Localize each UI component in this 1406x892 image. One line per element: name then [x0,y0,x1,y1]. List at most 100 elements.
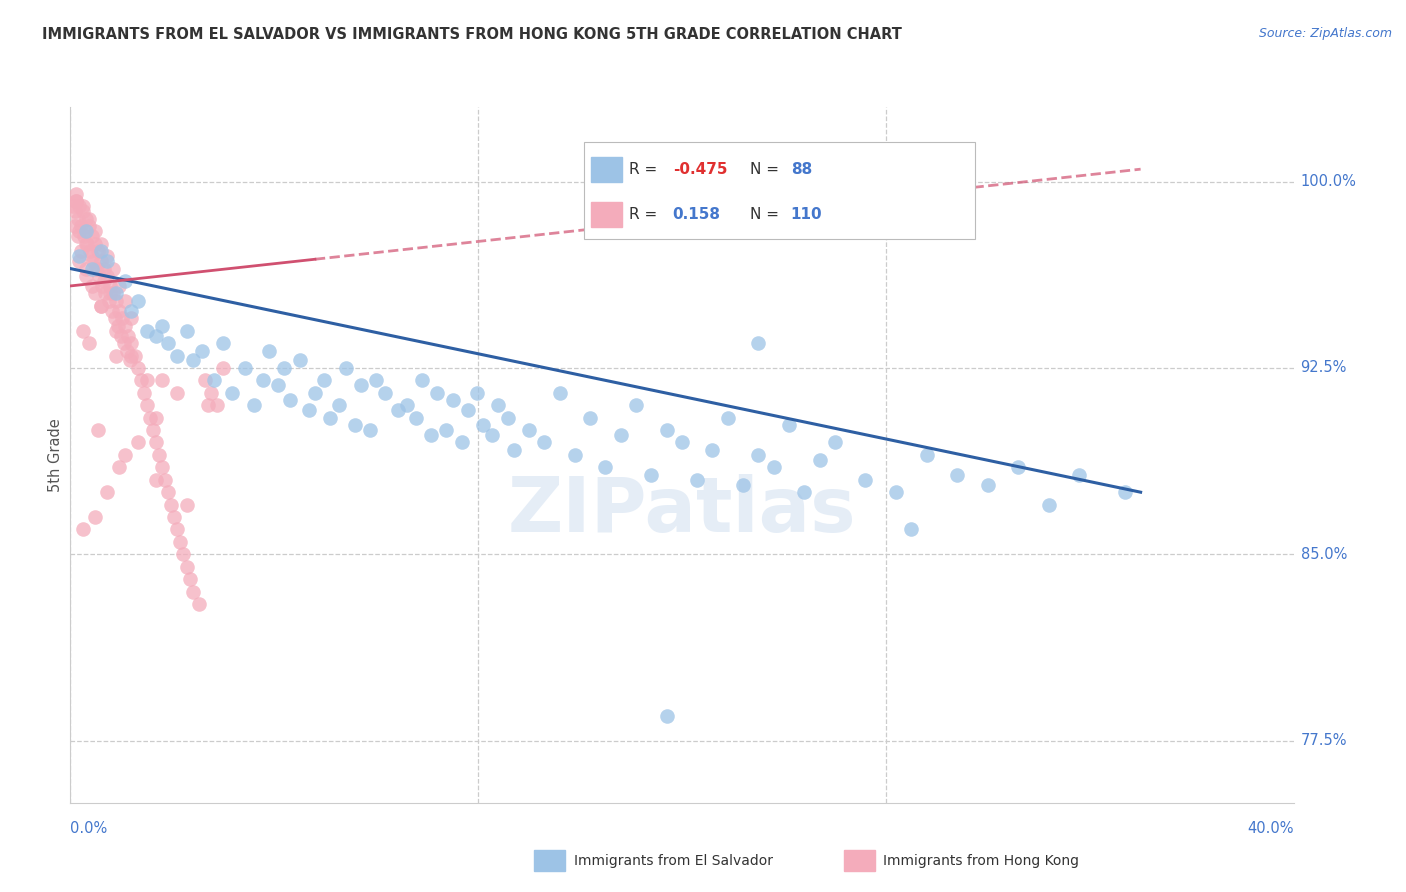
Point [166,523,188,537]
Point [793,485,815,500]
Point [181,353,204,368]
Point [946,467,969,482]
Point [87,423,110,437]
Point [488,398,510,412]
Point [124,349,146,363]
Point [610,428,633,442]
Point [579,410,602,425]
Point [142,423,165,437]
Point [87,244,110,259]
Point [163,510,186,524]
Point [108,279,131,293]
Point [75,236,97,251]
Point [105,324,128,338]
Point [75,211,97,226]
Point [72,204,94,219]
Point [191,343,214,358]
Point [135,373,157,387]
Text: R =: R = [628,161,662,177]
Point [105,293,128,308]
Point [366,373,388,387]
Point [72,199,94,213]
Point [194,373,217,387]
Point [65,194,87,209]
Point [166,385,188,400]
Point [411,373,433,387]
Text: 88: 88 [790,161,813,177]
Point [426,385,449,400]
Point [89,268,111,283]
Point [83,224,105,238]
Point [172,547,194,561]
Text: N =: N = [749,161,783,177]
Point [824,435,846,450]
Point [96,485,118,500]
Point [118,353,141,368]
Point [702,442,724,457]
Point [75,268,97,283]
Point [80,229,103,244]
Point [233,361,256,376]
Point [686,473,709,487]
Point [243,398,266,412]
Point [111,311,134,326]
Point [75,261,97,276]
Point [69,254,91,268]
Point [157,336,180,351]
Point [335,361,357,376]
Point [548,385,571,400]
Point [564,448,586,462]
Point [90,299,112,313]
Point [212,361,235,376]
Point [221,385,243,400]
Text: 92.5%: 92.5% [1301,360,1347,376]
Point [65,187,87,202]
Point [135,398,157,412]
Point [121,349,143,363]
Point [187,597,209,611]
Point [267,378,290,392]
Point [273,361,295,376]
Point [117,328,139,343]
Point [97,293,120,308]
Point [1007,460,1029,475]
Point [107,318,129,333]
Text: 110: 110 [790,207,823,222]
Point [343,418,366,433]
Point [160,498,183,512]
Point [101,286,124,301]
Point [298,403,321,417]
Text: 77.5%: 77.5% [1301,733,1347,748]
Point [405,410,427,425]
Point [1038,498,1060,512]
Point [150,318,173,333]
Point [108,303,131,318]
Point [517,423,540,437]
Point [69,224,91,238]
Point [135,324,157,338]
Text: Immigrants from El Salvador: Immigrants from El Salvador [574,854,773,868]
Point [82,254,104,268]
Point [747,336,769,351]
Point [114,448,136,462]
Point [533,435,555,450]
Point [76,236,98,251]
Point [145,435,167,450]
Point [166,349,188,363]
Point [179,572,201,586]
Point [70,244,93,259]
Point [63,204,86,219]
Point [129,373,152,387]
Point [145,473,167,487]
Point [150,460,173,475]
Point [884,485,907,500]
Point [153,473,176,487]
Point [387,403,409,417]
Point [496,410,519,425]
Point [90,236,112,251]
Point [66,211,89,226]
Point [1069,467,1091,482]
Text: IMMIGRANTS FROM EL SALVADOR VS IMMIGRANTS FROM HONG KONG 5TH GRADE CORRELATION C: IMMIGRANTS FROM EL SALVADOR VS IMMIGRANT… [42,27,903,42]
Point [450,435,472,450]
Point [395,398,418,412]
